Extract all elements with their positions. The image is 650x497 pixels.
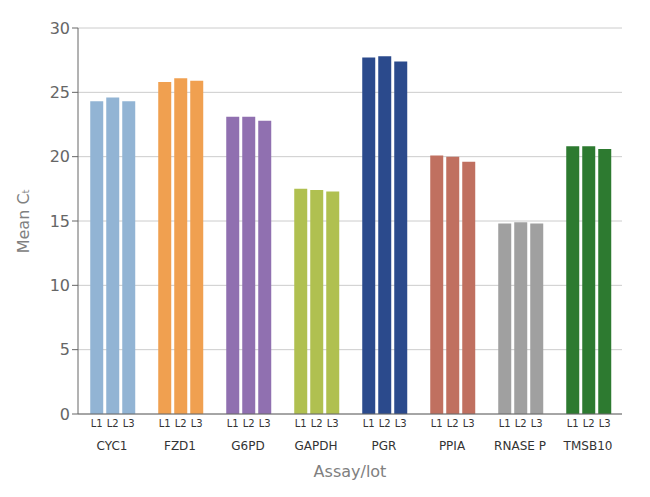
svg-text:L1: L1 (567, 418, 579, 429)
svg-text:L1: L1 (295, 418, 307, 429)
svg-text:20: 20 (50, 147, 70, 166)
svg-text:L3: L3 (191, 418, 203, 429)
svg-text:30: 30 (50, 19, 70, 38)
svg-text:L1: L1 (159, 418, 171, 429)
svg-text:L3: L3 (531, 418, 543, 429)
svg-text:L2: L2 (175, 418, 187, 429)
svg-text:15: 15 (50, 212, 70, 231)
svg-text:L3: L3 (123, 418, 135, 429)
svg-text:10: 10 (50, 276, 70, 295)
svg-text:L2: L2 (107, 418, 119, 429)
svg-text:L1: L1 (363, 418, 375, 429)
svg-text:L1: L1 (227, 418, 239, 429)
svg-text:RNASE P: RNASE P (494, 439, 546, 453)
svg-text:TMSB10: TMSB10 (563, 439, 613, 453)
svg-text:L2: L2 (583, 418, 595, 429)
svg-text:L1: L1 (91, 418, 103, 429)
svg-text:L2: L2 (379, 418, 391, 429)
svg-text:5: 5 (60, 340, 70, 359)
svg-text:CYC1: CYC1 (97, 439, 128, 453)
svg-text:FZD1: FZD1 (164, 439, 196, 453)
svg-text:L3: L3 (395, 418, 407, 429)
svg-text:L2: L2 (447, 418, 459, 429)
svg-text:L3: L3 (327, 418, 339, 429)
svg-text:L1: L1 (431, 418, 443, 429)
svg-text:L3: L3 (463, 418, 475, 429)
svg-text:L1: L1 (499, 418, 511, 429)
svg-text:PGR: PGR (372, 439, 397, 453)
svg-text:0: 0 (60, 405, 70, 424)
svg-text:L2: L2 (515, 418, 527, 429)
svg-text:PPIA: PPIA (439, 439, 466, 453)
svg-text:Assay/lot: Assay/lot (314, 462, 387, 481)
svg-text:L3: L3 (259, 418, 271, 429)
svg-text:L2: L2 (311, 418, 323, 429)
svg-text:Mean Cₜ: Mean Cₜ (14, 189, 33, 254)
svg-text:L3: L3 (599, 418, 611, 429)
svg-text:G6PD: G6PD (231, 439, 264, 453)
svg-text:GAPDH: GAPDH (294, 439, 337, 453)
svg-text:25: 25 (50, 83, 70, 102)
svg-text:L2: L2 (243, 418, 255, 429)
